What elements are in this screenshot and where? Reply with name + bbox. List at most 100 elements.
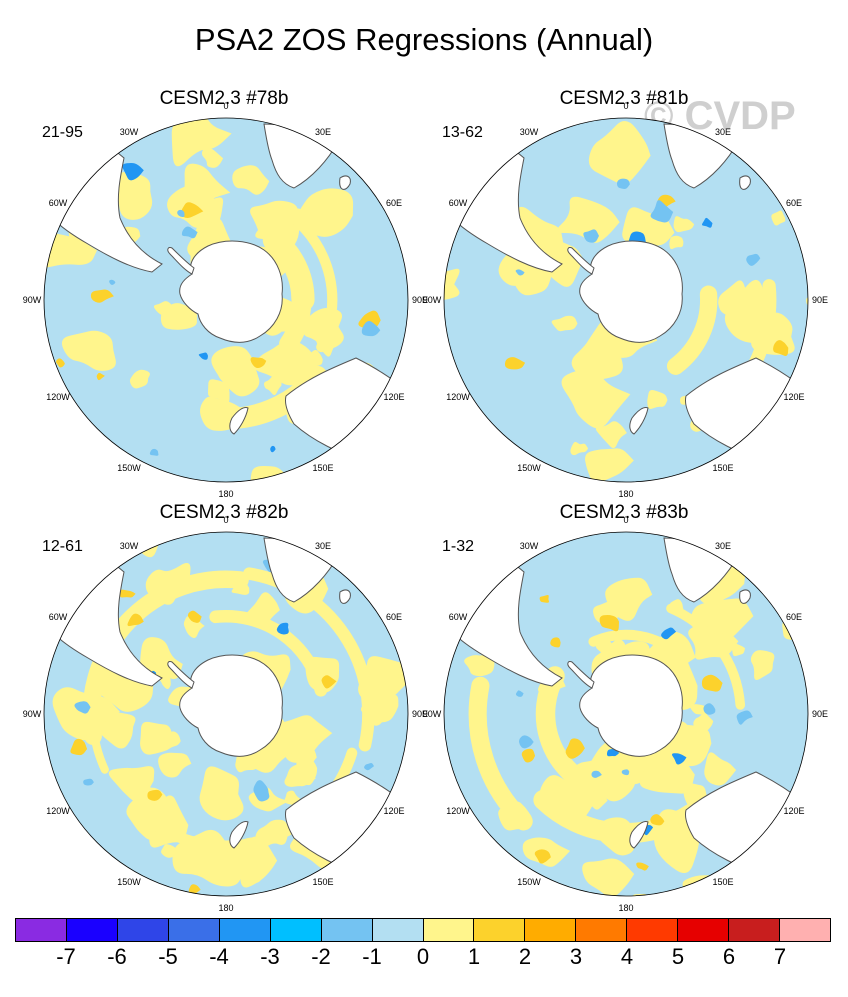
strong-positive-anomaly (504, 357, 526, 370)
longitude-label: 90E (412, 295, 428, 305)
madagascar (739, 175, 751, 190)
positive-anomaly-band (533, 789, 702, 844)
colorbar-swatch (270, 919, 322, 941)
colorbar-tick-label: -3 (260, 944, 280, 969)
negative-anomaly-region (736, 710, 753, 725)
longitude-label: 120W (46, 806, 70, 816)
colorbar-tick-label: -1 (362, 944, 382, 969)
longitude-label: 90W (23, 709, 42, 719)
negative-anomaly-region (703, 703, 716, 715)
positive-anomaly-region (673, 216, 695, 233)
strong-positive-anomaly (147, 789, 163, 801)
longitude-label: 60E (386, 612, 402, 622)
strong-positive-anomaly (534, 849, 551, 864)
longitude-label: 60W (449, 612, 468, 622)
longitude-label: 30E (715, 127, 731, 137)
panel-years: 21-95 (42, 124, 83, 141)
strong-positive-anomaly (773, 340, 789, 356)
figure-title: PSA2 ZOS Regressions (Annual) (194, 22, 654, 57)
positive-anomaly-region (201, 146, 224, 168)
polar-map: 0 30E 60E 90E 120E 150E 180 150W 120W 90W 60W 30W (423, 515, 828, 913)
colorbar-swatch (525, 919, 577, 941)
strong-positive-anomaly (90, 289, 114, 303)
negative-anomaly-region (276, 622, 289, 635)
negative-anomaly-region (149, 448, 159, 456)
negative-anomaly-region (253, 780, 270, 802)
negative-anomaly-region (591, 770, 602, 778)
longitude-label: 30E (715, 541, 731, 551)
positive-anomaly-region (183, 615, 205, 639)
longitude-label: 180 (218, 489, 233, 499)
positive-anomaly-region (561, 369, 631, 429)
longitude-label: 0 (623, 515, 628, 525)
longitude-label: 150E (712, 463, 733, 473)
positive-anomaly-band (535, 666, 597, 795)
longitude-label: 90W (423, 295, 442, 305)
longitude-label: 60E (386, 198, 402, 208)
positive-anomaly-region (207, 379, 230, 404)
positive-anomaly-region (161, 844, 178, 858)
map-panel-81b: CESM2.3 #81b 13-62 0 30E 60E 90E 120E 150E 180… (412, 88, 836, 508)
longitude-label: 150W (117, 877, 141, 887)
antarctica (179, 654, 283, 757)
colorbar-tick-label: 1 (467, 944, 481, 969)
colorbar-swatch (627, 919, 679, 941)
negative-anomaly-region (671, 753, 687, 765)
positive-anomaly-region (116, 172, 153, 220)
map-panel-78b: CESM2.3 #78b 21-95 0 30E 60E 90E 120E 150E 180… (12, 88, 436, 508)
colorbar-tick-label: -2 (311, 944, 331, 969)
strong-positive-anomaly (180, 202, 204, 219)
strong-positive-anomaly (187, 610, 202, 623)
polar-map: 0 30E 60E 90E 120E 150E 180 150W 120W 90W 60W 30W (23, 101, 428, 499)
positive-anomaly-region (250, 200, 298, 242)
colorbar-tick-label: 2 (518, 944, 532, 969)
new-zealand (229, 407, 249, 435)
madagascar (739, 589, 751, 604)
negative-anomaly-region (661, 627, 677, 640)
colorbar-tick-label: 6 (722, 944, 736, 969)
negative-anomaly-region (364, 763, 374, 771)
longitude-label: 180 (618, 489, 633, 499)
colorbar-swatch (219, 919, 271, 941)
positive-anomaly-region (750, 650, 775, 681)
strong-positive-anomaly (636, 862, 649, 871)
longitude-label: 150E (312, 877, 333, 887)
longitude-label: 150W (517, 463, 541, 473)
colorbar-swatch (117, 919, 169, 941)
positive-anomaly-band (666, 285, 718, 375)
negative-anomaly-region (122, 162, 144, 181)
longitude-label: 120W (446, 806, 470, 816)
longitude-label: 120W (446, 392, 470, 402)
colorbar-swatch (321, 919, 373, 941)
longitude-label: 30W (520, 541, 539, 551)
map-boundary (43, 117, 409, 483)
longitude-label: 120E (383, 392, 404, 402)
longitude-label: 120E (383, 806, 404, 816)
longitude-label: 90W (23, 295, 42, 305)
positive-anomaly-region (582, 858, 635, 896)
positive-anomaly-band (279, 261, 312, 354)
positive-anomaly-band (82, 570, 249, 745)
negative-anomaly-region (181, 226, 198, 239)
panel-title: CESM2.3 #81b (559, 88, 689, 109)
negative-anomaly-region (515, 269, 525, 276)
strong-positive-anomaly (55, 358, 65, 368)
colorbar-tick-label: -6 (107, 944, 127, 969)
panel-years: 12-61 (42, 538, 83, 555)
colorbar-swatch (372, 919, 424, 941)
positive-anomaly-band (588, 629, 674, 652)
negative-anomaly-region (519, 735, 534, 749)
panel-title: CESM2.3 #82b (159, 502, 289, 523)
strong-positive-anomaly (70, 738, 88, 756)
colorbar-tick-label: 7 (773, 944, 787, 969)
map-boundary (43, 531, 409, 897)
negative-anomaly-region (198, 352, 208, 360)
longitude-label: 90W (423, 709, 442, 719)
new-zealand (229, 821, 249, 849)
longitude-label: 60W (449, 198, 468, 208)
longitude-label: 60E (786, 612, 802, 622)
positive-anomaly-region (232, 165, 270, 195)
positive-anomaly-region (211, 346, 260, 397)
antarctic-peninsula (167, 661, 195, 689)
negative-anomaly-region (616, 178, 630, 190)
